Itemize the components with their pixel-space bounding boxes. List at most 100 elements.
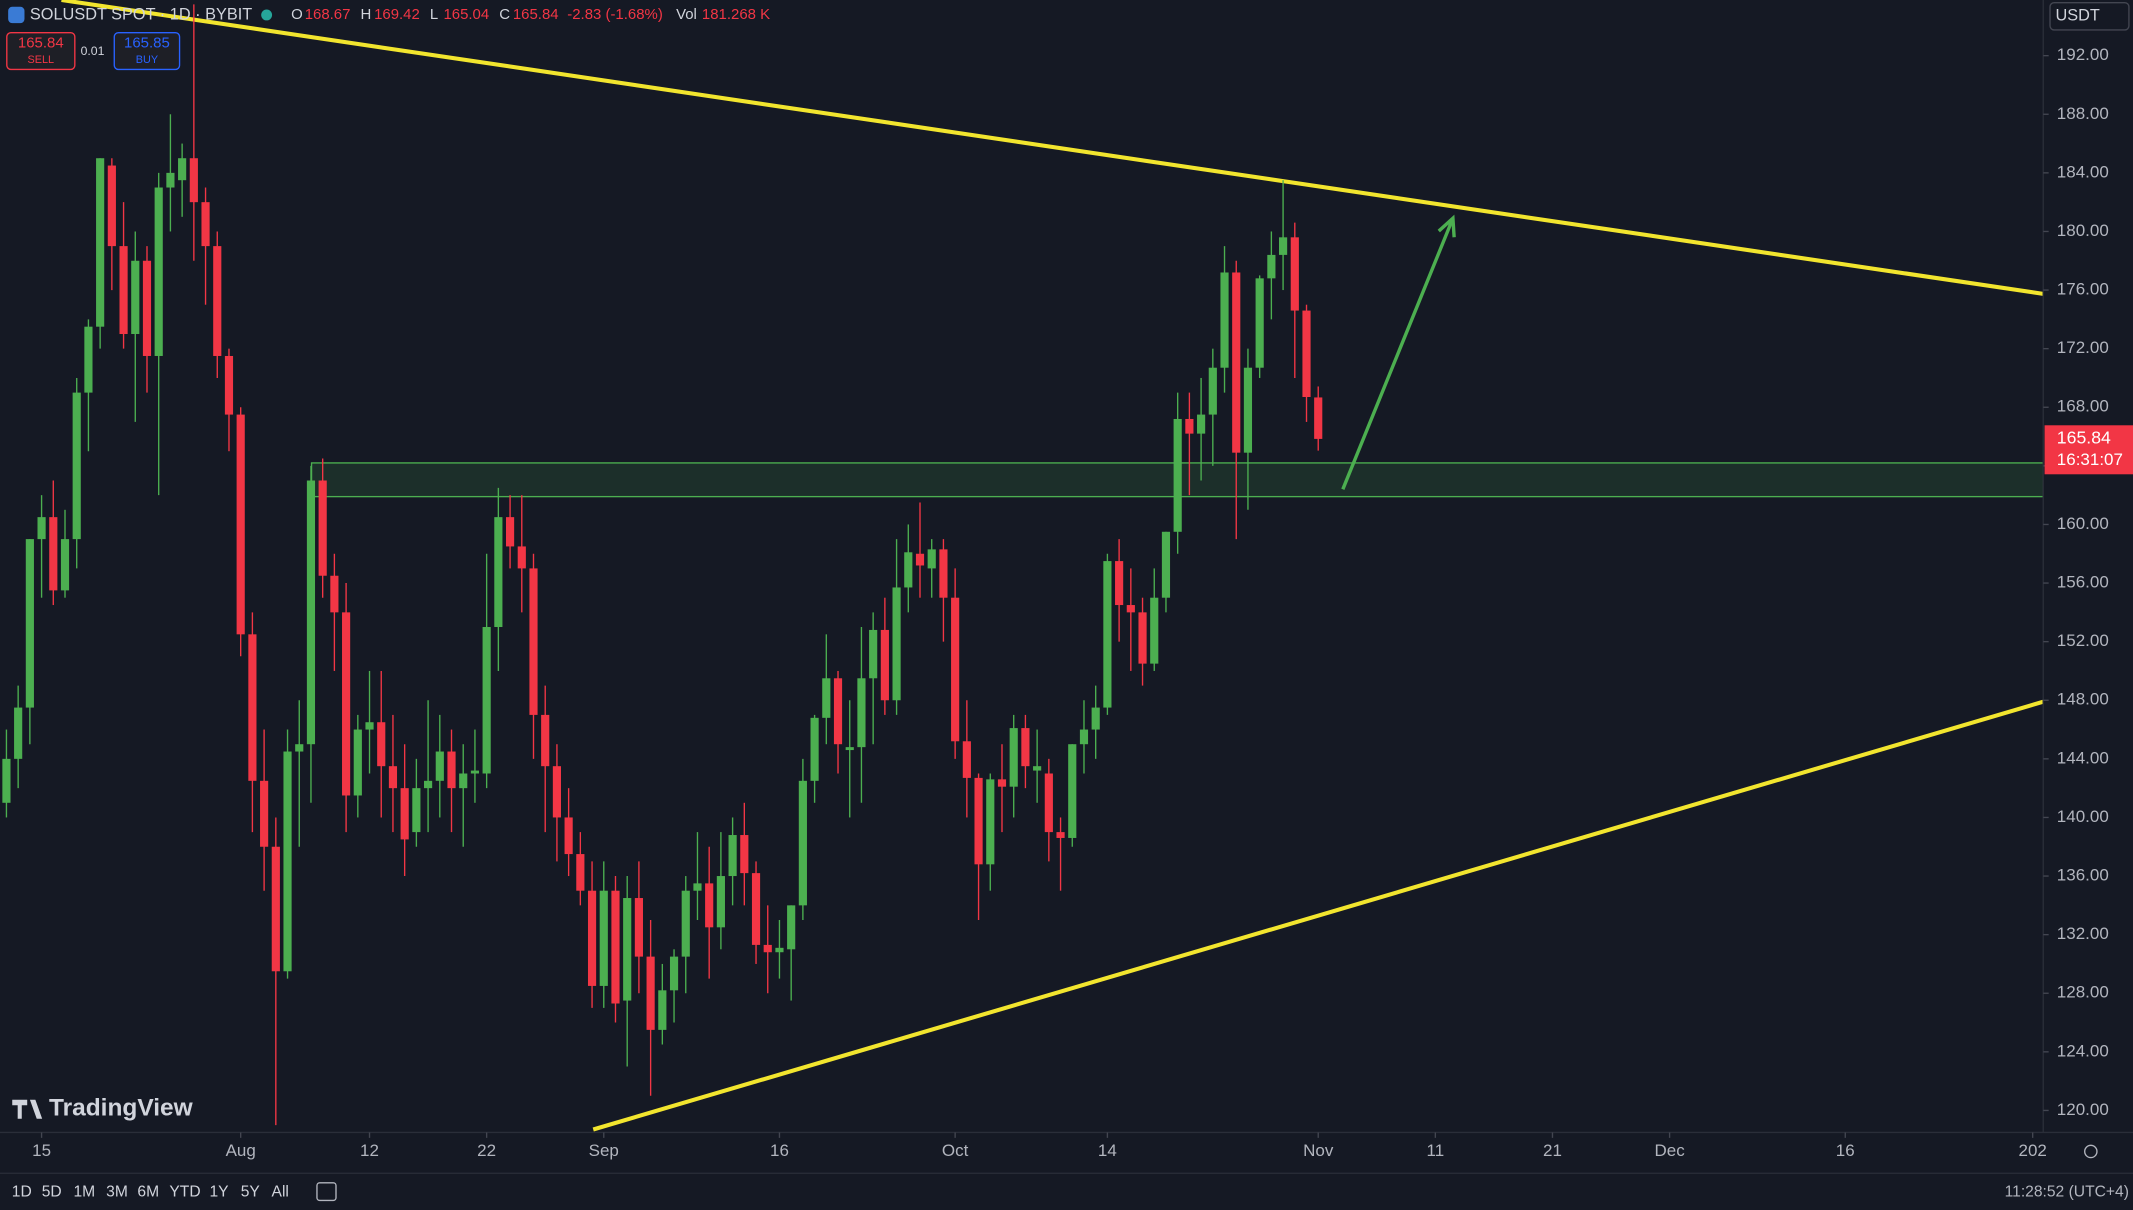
candle-body: [634, 898, 643, 957]
y-tick-label: 152.00: [2057, 631, 2109, 650]
currency-box[interactable]: [2049, 2, 2130, 31]
candle-body: [763, 944, 772, 953]
candle-body: [60, 539, 70, 591]
ohlc-key: H: [360, 6, 371, 23]
candle-body: [236, 414, 245, 635]
candle-body: [377, 722, 386, 767]
axes: 120.00 124.00 128.00 132.00 136.00 140.00 144.…: [32, 45, 2133, 1160]
candle-body: [997, 779, 1007, 787]
candle-body: [658, 990, 667, 1030]
candle-body: [1290, 237, 1299, 311]
arrow: [1341, 217, 1455, 490]
range-button[interactable]: All: [272, 1183, 289, 1200]
toolbar: 1D 5D 1M 3M 6M YTD 1Y 5Y All: [12, 1183, 289, 1200]
y-tick-label: 124.00: [2057, 1041, 2109, 1060]
candle-body: [388, 766, 398, 789]
candle-body: [1267, 254, 1276, 279]
candle-body: [623, 898, 632, 1001]
candle-body: [576, 854, 585, 891]
candle-body: [119, 246, 128, 335]
last-price: 165.84: [2057, 428, 2111, 448]
range-button[interactable]: YTD: [169, 1183, 200, 1200]
candle-body: [224, 355, 234, 415]
candle-body: [353, 729, 362, 796]
candle-body: [96, 158, 105, 327]
range-button[interactable]: 5Y: [241, 1183, 261, 1200]
candle-body: [295, 744, 304, 752]
y-tick-label: 176.00: [2057, 280, 2109, 299]
ohlc-value: 165.04: [443, 6, 489, 23]
candle-body: [447, 751, 456, 789]
candle-body: [283, 751, 292, 972]
range-button[interactable]: 5D: [42, 1183, 62, 1200]
y-tick-label: 180.00: [2057, 221, 2109, 240]
candle-body: [693, 883, 702, 891]
candle-body: [1185, 418, 1194, 434]
candle-body: [424, 780, 433, 789]
y-tick-label: 188.00: [2057, 104, 2109, 123]
symbol-icon: [8, 6, 25, 24]
buy-price: 165.85: [124, 35, 170, 52]
candle-body: [1126, 605, 1135, 613]
candle-body: [494, 517, 503, 628]
candle-body: [1068, 744, 1077, 838]
trendline: [61, 0, 2044, 296]
x-tick-label: 16: [770, 1141, 789, 1160]
candle-body: [669, 956, 679, 991]
candle-body: [915, 553, 925, 566]
candle-body: [201, 202, 210, 247]
candle-body: [1044, 773, 1053, 833]
candle-body: [154, 187, 163, 356]
candle-body: [541, 714, 550, 767]
candle-body: [459, 773, 468, 789]
clock: 11:28:52 (UTC+4): [2005, 1183, 2129, 1200]
candle-body: [939, 549, 948, 598]
range-button[interactable]: 1M: [73, 1183, 95, 1200]
candle-body: [587, 890, 597, 986]
range-button[interactable]: 1D: [12, 1183, 32, 1200]
candle-body: [611, 890, 620, 1004]
range-button[interactable]: 1Y: [209, 1183, 229, 1200]
candle-body: [986, 779, 995, 865]
candle-body: [1279, 237, 1288, 255]
volume: 181.268 K: [702, 6, 770, 23]
candle-body: [306, 480, 316, 745]
sell-button[interactable]: [6, 31, 76, 71]
settings-icon[interactable]: [2084, 1144, 2098, 1159]
range-button[interactable]: 3M: [106, 1183, 128, 1200]
range-button[interactable]: 6M: [137, 1183, 159, 1200]
sell-label: SELL: [28, 54, 55, 66]
candle-body: [1021, 728, 1030, 767]
candle-body: [552, 766, 562, 818]
calendar-icon[interactable]: [316, 1182, 337, 1202]
x-tick-label: 12: [360, 1141, 379, 1160]
y-tick-label: 120.00: [2057, 1100, 2109, 1119]
candle-body: [962, 741, 971, 778]
y-tick-label: 160.00: [2057, 514, 2109, 533]
candle-body: [213, 246, 222, 356]
candle-body: [1161, 531, 1171, 598]
candle-body: [72, 392, 81, 540]
arrow-head: [1437, 214, 1456, 238]
candle-body: [482, 627, 491, 774]
x-tick-label: 22: [477, 1141, 496, 1160]
trendline: [592, 699, 2044, 1132]
candle-body: [564, 817, 573, 855]
candle-body: [1103, 561, 1112, 708]
candle-body: [857, 678, 866, 748]
ohlc-key: C: [499, 6, 510, 23]
candle-body: [1150, 597, 1159, 664]
candle-body: [470, 770, 480, 774]
candle-body: [1197, 414, 1206, 434]
candle-body: [178, 158, 187, 181]
ohlc-key: L: [430, 6, 438, 23]
y-tick-label: 140.00: [2057, 807, 2109, 826]
candle-body: [84, 326, 93, 393]
candle-body: [14, 707, 23, 759]
last-price-tag: [2044, 425, 2133, 475]
x-tick-label: 21: [1543, 1141, 1562, 1160]
candle-body: [716, 876, 725, 928]
buy-button[interactable]: [113, 31, 181, 71]
